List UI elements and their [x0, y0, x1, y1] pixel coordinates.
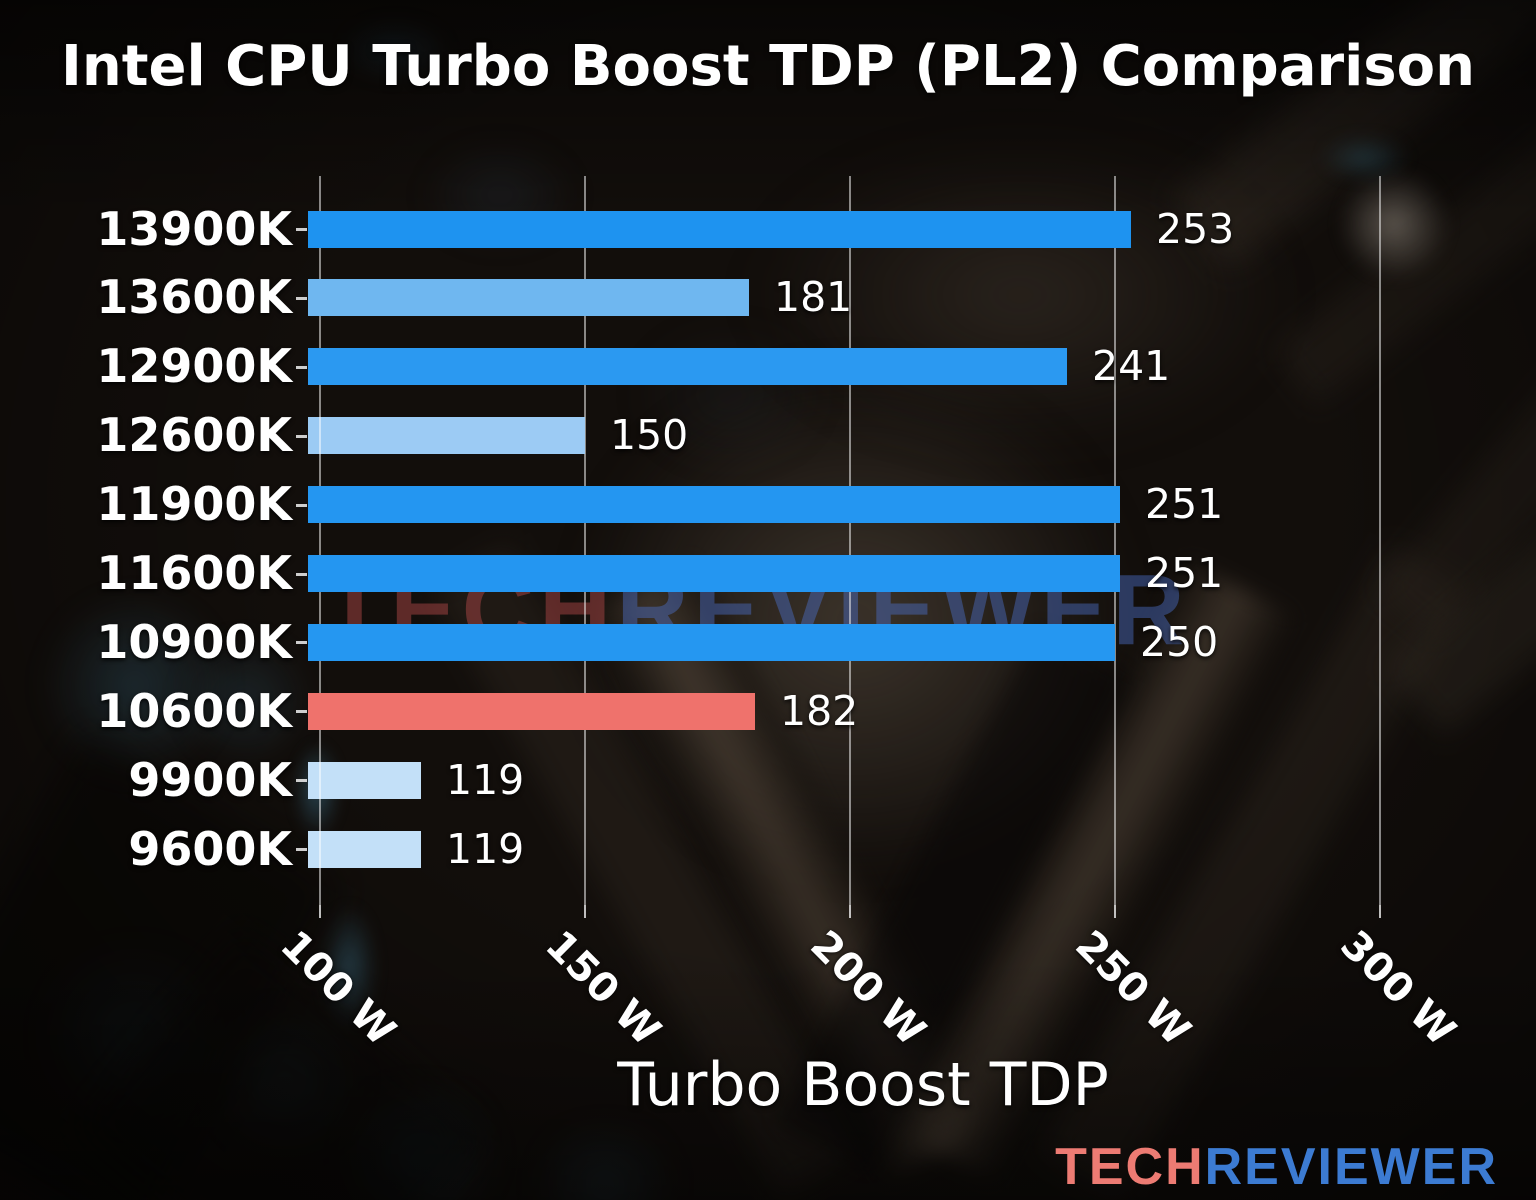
chart-title: Intel CPU Turbo Boost TDP (PL2) Comparis… [61, 34, 1475, 99]
x-axis-label: Turbo Boost TDP [617, 1050, 1109, 1120]
x-tick-mark-300 [1379, 905, 1382, 918]
gridline-100 [319, 176, 322, 905]
value-label-9600k: 119 [446, 825, 525, 873]
bar-12600k [308, 417, 585, 454]
value-label-13600k: 181 [774, 273, 853, 321]
x-tick-label-300: 300 W [1331, 922, 1465, 1055]
gridline-overlay-12600k [319, 417, 321, 454]
y-tick-mark-9600k [296, 848, 307, 851]
bar-9600k [308, 831, 421, 868]
x-tick-mark-200 [849, 905, 852, 918]
gridline-overlay-9900k [319, 762, 321, 799]
category-label-9600k: 9600K [128, 822, 292, 876]
category-label-13600k: 13600K [96, 270, 292, 324]
bar-11900k [308, 486, 1120, 523]
value-label-11900k: 251 [1145, 480, 1224, 528]
bar-9900k [308, 762, 421, 799]
bar-13600k [308, 279, 749, 316]
value-label-11600k: 251 [1145, 549, 1224, 597]
logo-tech: TECH [1055, 1138, 1205, 1196]
value-label-13900k: 253 [1156, 205, 1235, 253]
bar-11600k [308, 555, 1120, 592]
category-label-9900k: 9900K [128, 753, 292, 807]
logo-reviewer: REVIEWER [1204, 1138, 1498, 1196]
value-label-12900k: 241 [1092, 342, 1171, 390]
bar-10900k [308, 624, 1115, 661]
category-label-13900k: 13900K [96, 202, 292, 256]
gridline-300 [1379, 176, 1382, 905]
y-tick-mark-12900k [296, 366, 307, 369]
y-tick-mark-13900k [296, 228, 307, 231]
value-label-9900k: 119 [446, 756, 525, 804]
x-tick-mark-150 [584, 905, 587, 918]
category-label-10600k: 10600K [96, 684, 292, 738]
bar-13900k [308, 211, 1131, 248]
bar-10600k [308, 693, 755, 730]
x-tick-label-250: 250 W [1066, 922, 1200, 1055]
y-tick-mark-11600k [296, 573, 307, 576]
y-tick-mark-12600k [296, 435, 307, 438]
y-tick-mark-10600k [296, 710, 307, 713]
value-label-12600k: 150 [610, 411, 689, 459]
category-label-12600k: 12600K [96, 408, 292, 462]
x-tick-label-100: 100 W [271, 922, 405, 1055]
x-tick-mark-250 [1114, 905, 1117, 918]
category-label-11900k: 11900K [96, 477, 292, 531]
gridline-250 [1114, 176, 1117, 905]
category-label-10900k: 10900K [96, 615, 292, 669]
category-label-12900k: 12900K [96, 339, 292, 393]
gridline-150 [584, 176, 587, 905]
y-tick-mark-13600k [296, 297, 307, 300]
y-tick-mark-10900k [296, 641, 307, 644]
value-label-10900k: 250 [1140, 618, 1219, 666]
x-tick-label-200: 200 W [801, 922, 935, 1055]
category-label-11600k: 11600K [96, 546, 292, 600]
gridline-overlay-9600k [319, 831, 321, 868]
value-label-10600k: 182 [780, 687, 859, 735]
gridline-200 [849, 176, 852, 905]
x-tick-mark-100 [319, 905, 322, 918]
y-tick-mark-9900k [296, 779, 307, 782]
bar-12900k [308, 348, 1067, 385]
x-tick-label-150: 150 W [536, 922, 670, 1055]
y-tick-mark-11900k [296, 504, 307, 507]
brand-logo: TECHREVIEWER [1055, 1141, 1498, 1193]
